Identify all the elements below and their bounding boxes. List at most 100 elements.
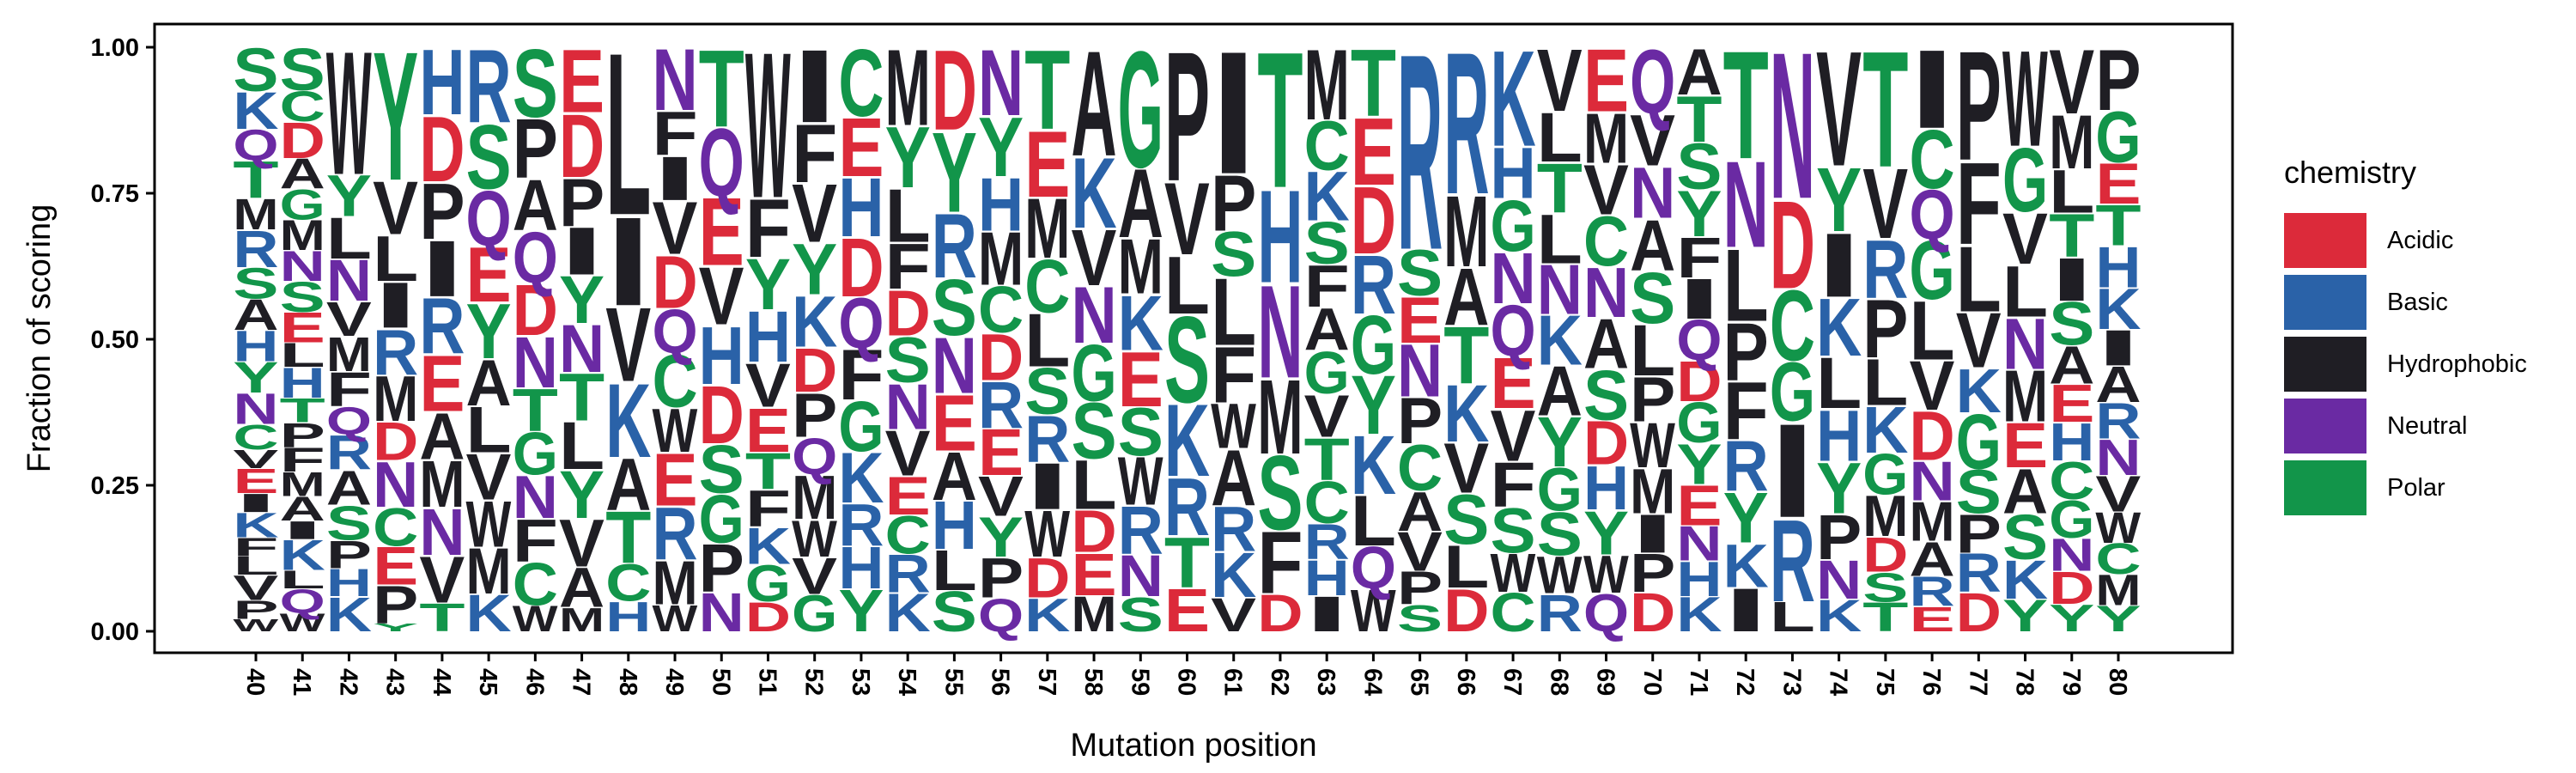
logo-letter: M — [1910, 490, 1955, 553]
logo-letter: K — [1816, 283, 1862, 374]
logo-letter: G — [699, 480, 744, 557]
logo-letter: I — [1910, 27, 1955, 152]
logo-letter: Y — [932, 110, 977, 237]
x-axis: 40 41 42 43 44 45 46 47 48 49 50 51 52 53 54 55 56 57 58 59… — [241, 653, 2131, 696]
logo-letter: W — [233, 616, 278, 636]
logo-letter: W — [745, 10, 791, 242]
x-tick-label: 77 — [1964, 668, 1991, 696]
x-tick-label: 66 — [1452, 668, 1479, 696]
logo-letter: E — [559, 31, 605, 131]
logo-letter: C — [1491, 582, 1536, 643]
logo-letter: Y — [792, 229, 837, 310]
logo-letter: W — [2095, 504, 2141, 552]
logo-letter: K — [1443, 368, 1489, 459]
logo-letter: T — [513, 375, 558, 443]
logo-letter: H — [280, 360, 325, 407]
logo-letter: N — [1770, 9, 1815, 243]
logo-letter: Q — [233, 121, 278, 170]
logo-letter: E — [885, 466, 931, 526]
logo-letter: N — [1118, 544, 1163, 609]
logo-letter: P — [1816, 502, 1862, 573]
logo-letter: P — [1630, 364, 1675, 435]
logo-letter: I — [1770, 396, 1815, 545]
logo-letter: I — [652, 143, 697, 213]
logo-letter: E — [1910, 600, 1955, 639]
logo-letter: E — [699, 178, 744, 286]
logo-letter: G — [838, 387, 884, 467]
logo-letter: N — [932, 320, 977, 410]
logo-letter: Y — [2002, 591, 2048, 642]
logo-letter: W — [652, 598, 698, 640]
logo-letter: M — [1118, 223, 1163, 311]
logo-letter: W — [1351, 578, 1396, 644]
x-tick-label: 52 — [800, 668, 828, 696]
logo-letter: K — [1304, 158, 1350, 235]
logo-letter: G — [1537, 455, 1583, 524]
logo-letter: S — [1630, 258, 1675, 339]
logo-letter: I — [792, 27, 837, 143]
logo-letter: D — [1443, 577, 1489, 644]
y-tick-label: 0.75 — [91, 180, 139, 208]
logo-letter: T — [745, 441, 791, 500]
logo-letter: N — [699, 581, 744, 642]
logo-letter: M — [1630, 455, 1675, 527]
logo-letter: V — [1304, 382, 1350, 450]
logo-letter: Q — [513, 217, 558, 299]
logo-letter: R — [1211, 493, 1256, 564]
legend-title: chemistry — [2284, 155, 2417, 190]
logo-letter: A — [2002, 455, 2048, 526]
logo-letter: D — [978, 320, 1024, 394]
logo-letter: T — [559, 359, 605, 435]
y-axis-title: Fraction of scoring — [21, 204, 58, 473]
logo-letter: D — [2049, 563, 2094, 614]
logo-letter: D — [1024, 546, 1070, 610]
logo-letter: W — [466, 489, 512, 561]
logo-letter: R — [652, 492, 697, 575]
logo-letter: V — [233, 445, 278, 474]
logo-letter: I — [2095, 320, 2141, 376]
logo-letter: V — [466, 441, 512, 514]
x-tick-label: 47 — [568, 668, 595, 696]
logo-letter: D — [792, 336, 837, 405]
logo-letter: L — [2002, 251, 2048, 332]
x-tick-label: 54 — [893, 668, 920, 696]
logo-letter: S — [1071, 386, 1116, 476]
logo-letter: M — [1583, 98, 1629, 178]
logo-letter: P — [559, 164, 605, 240]
logo-letter: V — [745, 351, 791, 421]
logo-letter: H — [1816, 394, 1862, 476]
logo-letter: W — [1491, 543, 1536, 604]
logo-letter: H — [838, 535, 884, 602]
logo-letter: K — [1071, 137, 1116, 249]
logo-letter: D — [280, 112, 325, 169]
logo-letter: C — [513, 551, 558, 618]
logo-letter: H — [1676, 551, 1722, 606]
logo-letter: D — [1910, 398, 1955, 475]
logo-letter: D — [1862, 527, 1908, 583]
x-tick-label: 73 — [1777, 668, 1805, 696]
logo-letter: Y — [466, 288, 512, 375]
logo-letter: F — [745, 182, 791, 275]
logo-letter: R — [1397, 0, 1443, 309]
logo-letter: N — [559, 312, 605, 387]
logo-letter: A — [1676, 35, 1722, 109]
logo-letter: G — [1304, 338, 1350, 406]
logo-letter: A — [280, 490, 325, 528]
logo-letter: Y — [1537, 404, 1583, 482]
logo-letter: K — [1164, 384, 1210, 499]
logo-letter: Y — [326, 163, 372, 228]
logo-letter: S — [1257, 434, 1303, 552]
logo-letter: T — [605, 497, 651, 579]
logo-letter: G — [1491, 186, 1536, 267]
logo-letter: V — [419, 542, 465, 617]
logo-letter: L — [1770, 593, 1815, 641]
logo-letter: M — [1443, 175, 1489, 289]
logo-letter: A — [1630, 204, 1675, 286]
logo-letter: V — [978, 466, 1024, 528]
logo-letter: Q — [326, 399, 372, 443]
x-tick-label: 78 — [2011, 668, 2038, 696]
logo-letter: N — [1257, 258, 1303, 405]
x-tick-label: 51 — [753, 668, 781, 696]
logo-letter: L — [559, 408, 605, 484]
